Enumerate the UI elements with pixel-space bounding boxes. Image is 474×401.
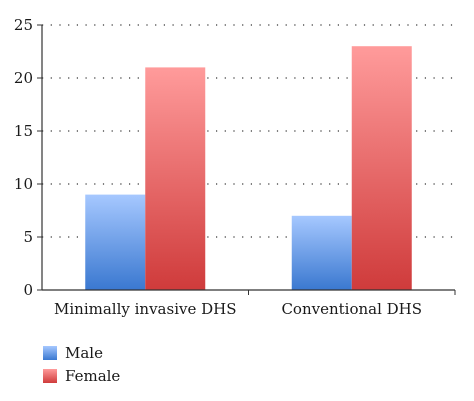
y-tick-label: 5 [23,228,33,246]
legend: Male Female [43,344,120,385]
legend-swatch-male [43,346,57,360]
x-category-label: Conventional DHS [281,300,422,318]
axes: 0 5 10 15 20 25 Minimally invasive DHS Conventi… [14,16,456,318]
y-tick-label: 10 [14,175,33,193]
x-category-label: Minimally invasive DHS [54,300,237,318]
y-tick-label: 15 [14,122,33,140]
bar-male-2 [291,215,352,290]
legend-label-male: Male [65,344,103,362]
legend-swatch-female [43,369,57,383]
y-tick-label: 0 [23,281,33,299]
bar-female-1 [145,67,206,291]
legend-label-female: Female [65,367,120,385]
y-tick-label: 20 [14,69,33,87]
bars [85,46,412,291]
bar-male-1 [85,194,146,290]
y-tick-label: 25 [14,16,33,34]
bar-female-2 [351,46,412,291]
